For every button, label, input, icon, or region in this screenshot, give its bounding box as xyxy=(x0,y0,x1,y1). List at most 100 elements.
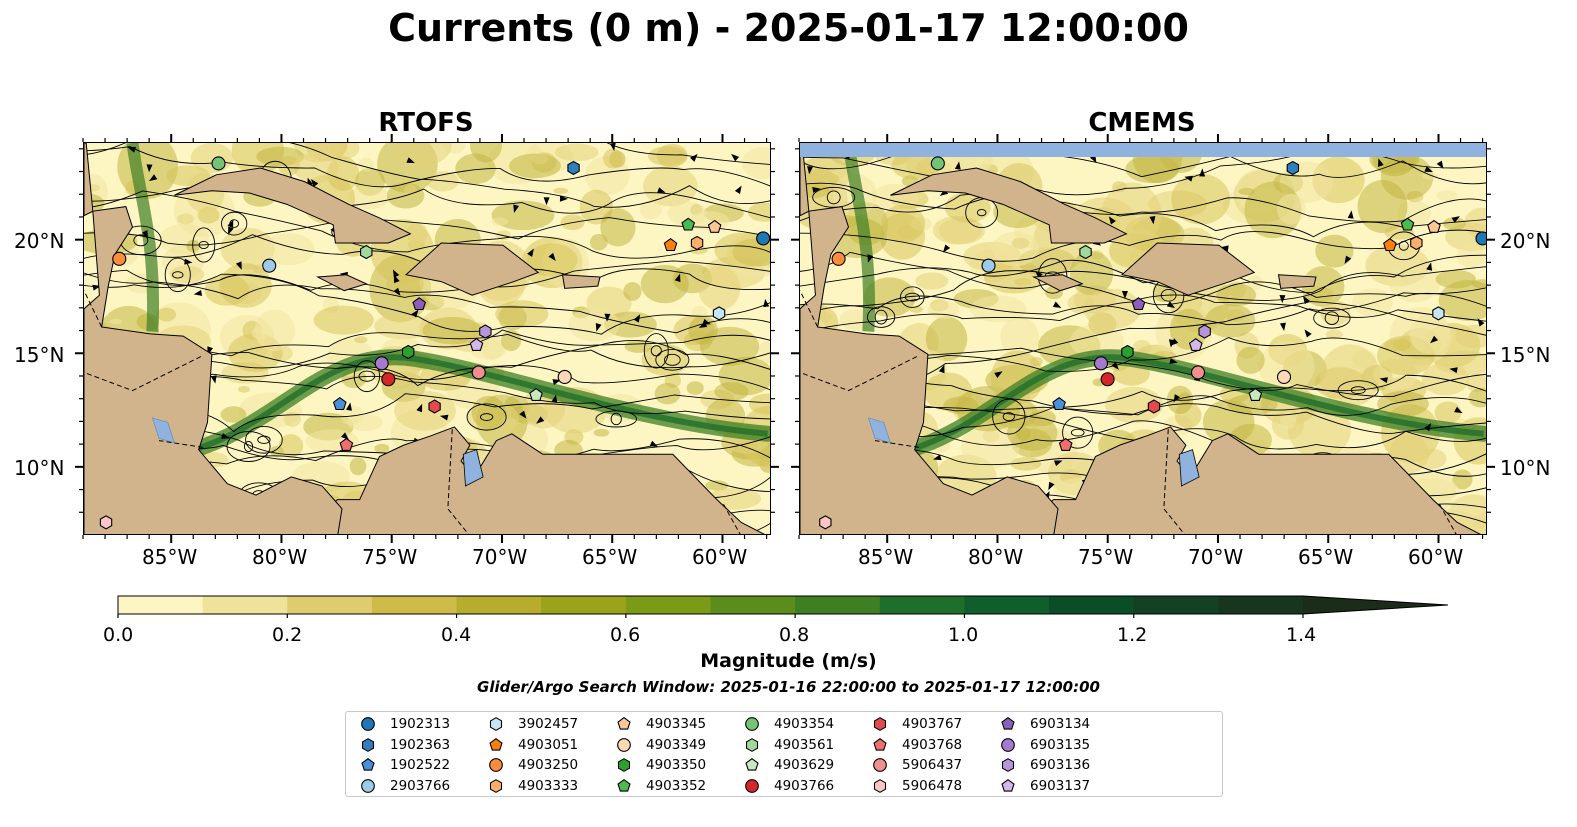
float-marker-5906437[interactable] xyxy=(471,365,486,380)
legend-item: 4903767 xyxy=(872,714,962,734)
legend-item: 4903250 xyxy=(488,755,578,775)
float-marker-4903345[interactable] xyxy=(707,219,722,233)
legend-label: 4903352 xyxy=(646,777,707,794)
float-marker-6903135[interactable] xyxy=(374,356,389,371)
legend-marker-6903134[interactable] xyxy=(1001,717,1015,730)
float-marker-1902313[interactable] xyxy=(1475,231,1487,246)
float-marker-3902457[interactable] xyxy=(1432,306,1445,321)
legend-marker-3902457[interactable] xyxy=(489,717,503,731)
legend-item: 4903629 xyxy=(744,755,834,775)
float-marker-4903333[interactable] xyxy=(1410,235,1423,251)
lon-label-rtofs-80: 80°W xyxy=(252,545,308,569)
float-marker-4903250[interactable] xyxy=(831,251,846,266)
colorbar-tick-label: 0.8 xyxy=(779,624,810,646)
map-panel-rtofs[interactable] xyxy=(83,142,771,535)
float-marker-6903134[interactable] xyxy=(1131,297,1146,311)
legend-marker-5906478[interactable] xyxy=(873,778,887,793)
float-marker-4903350[interactable] xyxy=(401,344,415,360)
legend-marker-4903349[interactable] xyxy=(617,737,631,752)
float-marker-4903352[interactable] xyxy=(1400,217,1415,231)
legend-marker-icon xyxy=(745,778,759,793)
float-marker-4903354[interactable] xyxy=(211,156,226,171)
legend-label: 6903137 xyxy=(1030,777,1091,794)
float-marker-4903766[interactable] xyxy=(381,372,396,387)
legend-marker-1902522[interactable] xyxy=(361,758,375,771)
float-marker-5906478[interactable] xyxy=(819,515,832,530)
colorbar-title: Magnitude (m/s) xyxy=(700,650,877,672)
float-marker-5906437[interactable] xyxy=(1190,365,1206,380)
legend-marker-5906437[interactable] xyxy=(873,758,887,772)
float-marker-4903767[interactable] xyxy=(1147,399,1161,414)
float-marker-4903767[interactable] xyxy=(428,399,441,414)
float-marker-1902363[interactable] xyxy=(567,160,580,176)
float-marker-4903051[interactable] xyxy=(1383,238,1397,252)
float-marker-1902522[interactable] xyxy=(332,397,347,411)
float-marker-4903766[interactable] xyxy=(1100,372,1115,387)
legend-marker-icon xyxy=(361,737,375,752)
colorbar-tick-label: 0.6 xyxy=(610,624,641,646)
float-marker-4903250[interactable] xyxy=(112,251,127,266)
legend-marker-4903354[interactable] xyxy=(745,717,759,731)
legend-marker-2903766[interactable] xyxy=(361,778,375,793)
float-marker-5906478[interactable] xyxy=(99,515,113,530)
legend-item: 6903137 xyxy=(1000,776,1090,796)
legend-label: 2903766 xyxy=(390,777,451,794)
float-marker-4903349[interactable] xyxy=(557,369,572,385)
float-marker-1902363[interactable] xyxy=(1286,160,1300,176)
float-marker-2903766[interactable] xyxy=(262,258,277,273)
legend-label: 4903051 xyxy=(518,736,579,753)
legend-marker-4903352[interactable] xyxy=(617,778,631,792)
legend-marker-4903768[interactable] xyxy=(873,737,887,751)
float-legend: 1902313 1902363 1902522 2903766 3902457 49030… xyxy=(345,711,1223,797)
lon-label-cmems-65: 65°W xyxy=(1298,545,1354,569)
float-marker-6903136[interactable] xyxy=(1198,324,1211,339)
float-marker-6903134[interactable] xyxy=(412,297,427,311)
legend-marker-4903345[interactable] xyxy=(617,717,631,730)
float-marker-2903766[interactable] xyxy=(981,258,996,273)
float-marker-4903352[interactable] xyxy=(681,217,696,231)
legend-marker-4903561[interactable] xyxy=(745,737,759,752)
float-marker-6903136[interactable] xyxy=(479,324,492,339)
float-marker-4903629[interactable] xyxy=(529,388,543,401)
legend-marker-4903333[interactable] xyxy=(489,778,503,793)
legend-marker-4903767[interactable] xyxy=(873,717,887,731)
float-marker-4903350[interactable] xyxy=(1121,344,1134,360)
float-marker-4903629[interactable] xyxy=(1248,388,1263,401)
float-marker-4903051[interactable] xyxy=(663,238,678,252)
map-panel-cmems[interactable] xyxy=(799,142,1487,535)
legend-marker-4903629[interactable] xyxy=(745,758,759,771)
legend-marker-1902363[interactable] xyxy=(361,737,375,752)
legend-marker-icon xyxy=(489,758,503,772)
legend-marker-6903137[interactable] xyxy=(1001,778,1015,792)
float-marker-4903768[interactable] xyxy=(1058,437,1073,451)
float-marker-6903137[interactable] xyxy=(1188,338,1203,351)
lon-label-cmems-80: 80°W xyxy=(968,545,1024,569)
float-marker-6903135[interactable] xyxy=(1093,356,1109,371)
float-marker-1902522[interactable] xyxy=(1052,397,1066,411)
legend-marker-1902313[interactable] xyxy=(361,717,375,731)
float-marker-6903137[interactable] xyxy=(469,338,484,351)
legend-label: 6903135 xyxy=(1030,736,1091,753)
legend-marker-icon xyxy=(361,758,375,771)
legend-marker-6903136[interactable] xyxy=(1001,758,1015,772)
float-marker-4903345[interactable] xyxy=(1427,219,1441,233)
float-marker-1902313[interactable] xyxy=(756,231,770,246)
legend-marker-4903766[interactable] xyxy=(745,778,759,793)
legend-label: 4903333 xyxy=(518,777,579,794)
legend-item: 6903134 xyxy=(1000,714,1090,734)
lat-label-right-10: 10°N xyxy=(1500,456,1551,480)
legend-marker-icon xyxy=(745,758,759,771)
float-marker-4903561[interactable] xyxy=(1079,244,1092,260)
legend-marker-4903250[interactable] xyxy=(489,758,503,772)
float-marker-4903333[interactable] xyxy=(690,235,704,251)
float-marker-4903354[interactable] xyxy=(930,156,945,171)
legend-label: 4903349 xyxy=(646,736,707,753)
legend-marker-4903051[interactable] xyxy=(489,737,503,751)
legend-label: 4903350 xyxy=(646,757,707,773)
float-marker-4903768[interactable] xyxy=(339,437,354,451)
float-marker-4903349[interactable] xyxy=(1276,369,1292,385)
float-marker-3902457[interactable] xyxy=(712,306,726,321)
legend-marker-4903350[interactable] xyxy=(617,758,631,772)
legend-marker-6903135[interactable] xyxy=(1001,737,1015,752)
float-marker-4903561[interactable] xyxy=(360,244,373,260)
